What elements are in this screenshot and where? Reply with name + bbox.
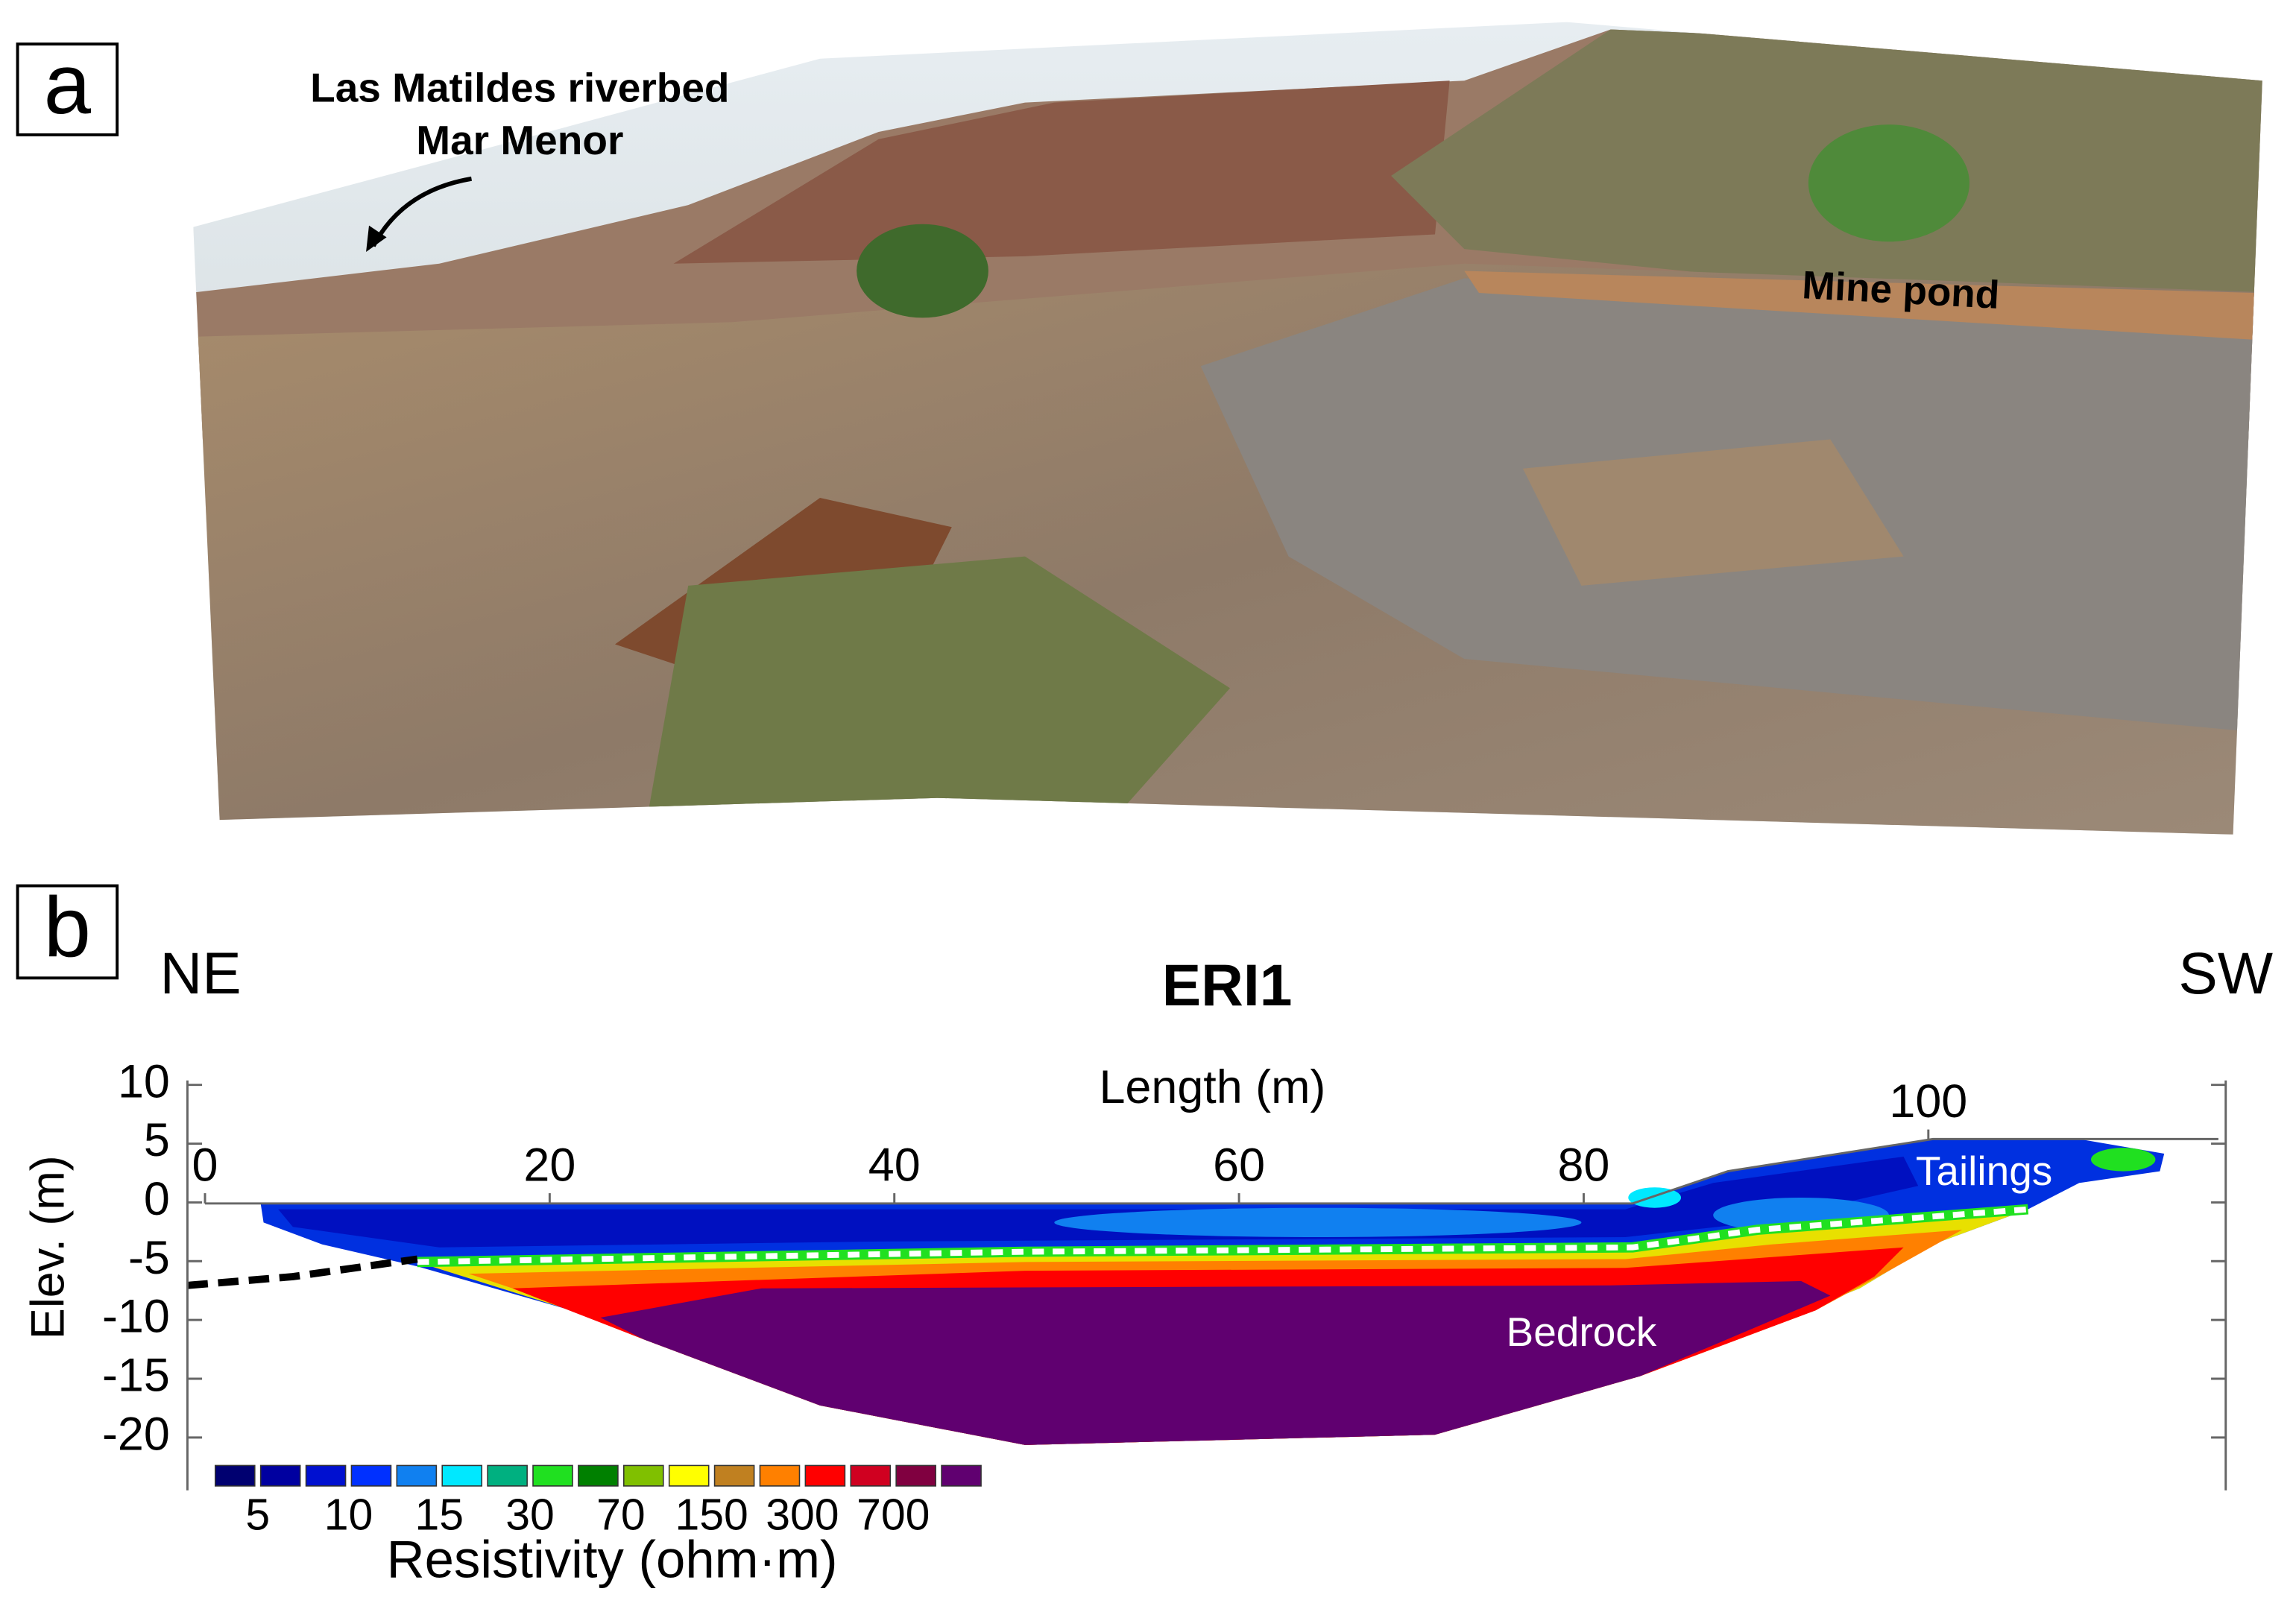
colorbar-tick-label: 70 (596, 1491, 646, 1540)
panel-label: a (44, 37, 92, 132)
colorbar-swatch (214, 1464, 256, 1487)
colorbar-swatch (305, 1464, 347, 1487)
x-tick-label: 60 (1213, 1139, 1265, 1191)
y-tick-label: -5 (128, 1232, 170, 1284)
x-tick-label: 40 (868, 1139, 921, 1191)
colorbar-swatch (350, 1464, 392, 1487)
colorbar-tick-label: 30 (505, 1491, 555, 1540)
y-tick-label: 10 (118, 1055, 170, 1107)
x-axis-label: Length (m) (1099, 1061, 1325, 1113)
x-tick-label: 100 (1889, 1075, 1967, 1128)
panel-label-box (16, 884, 119, 980)
colorbar-swatch (487, 1464, 528, 1487)
direction-label: SW (2178, 941, 2273, 1006)
colorbar-tick-label: 10 (324, 1491, 373, 1540)
colorbar-tick-label: 700 (857, 1491, 930, 1540)
y-tick-label: -10 (102, 1291, 170, 1343)
annotation: Mar Menor (416, 117, 623, 163)
colorbar-tick-label: 5 (245, 1491, 270, 1540)
colorbar-tick-label: 150 (675, 1491, 748, 1540)
resistivity-section (187, 1139, 2165, 1445)
colorbar-swatch (895, 1464, 936, 1487)
y-tick-label: -15 (102, 1350, 170, 1402)
colorbar-swatch (259, 1464, 301, 1487)
chart-title: ERI1 (1162, 952, 1293, 1018)
panel-label: b (44, 880, 91, 975)
arrow-head (366, 225, 387, 253)
colorbar-swatch (668, 1464, 710, 1487)
y-axis-label: Elev. (m) (22, 1155, 74, 1339)
x-tick-label: 80 (1557, 1139, 1609, 1191)
y-tick-label: -20 (102, 1408, 170, 1460)
colorbar-tick-label: 300 (766, 1491, 839, 1540)
zone-label: Bedrock (1507, 1309, 1657, 1355)
panel-label-box (16, 42, 119, 136)
colorbar-swatch (759, 1464, 801, 1487)
colorbar-swatch (941, 1464, 982, 1487)
colorbar-swatch (396, 1464, 438, 1487)
colorbar-swatch (850, 1464, 892, 1487)
y-tick-label: 0 (144, 1173, 170, 1225)
colorbar-swatch (578, 1464, 619, 1487)
x-tick-label: 20 (523, 1139, 575, 1191)
colorbar-label: Resistivity (ohm·m) (387, 1530, 838, 1589)
photo (193, 22, 2262, 835)
colorbar-swatch (804, 1464, 846, 1487)
zone-label: Tailings (1916, 1148, 2052, 1194)
colorbar-tick-label: 15 (415, 1491, 464, 1540)
x-tick-label: 0 (192, 1139, 218, 1191)
surface-line (205, 1137, 2218, 1205)
colorbar-swatch (532, 1464, 573, 1487)
colorbar-swatch (622, 1464, 664, 1487)
arrow (371, 176, 472, 247)
direction-label: NE (160, 941, 242, 1006)
colorbar-swatch (713, 1464, 755, 1487)
colorbar-swatch (441, 1464, 483, 1487)
annotation: Mine pond (1801, 263, 2001, 317)
annotation: Las Matildes riverbed (310, 64, 729, 110)
y-tick-label: 5 (144, 1114, 170, 1166)
